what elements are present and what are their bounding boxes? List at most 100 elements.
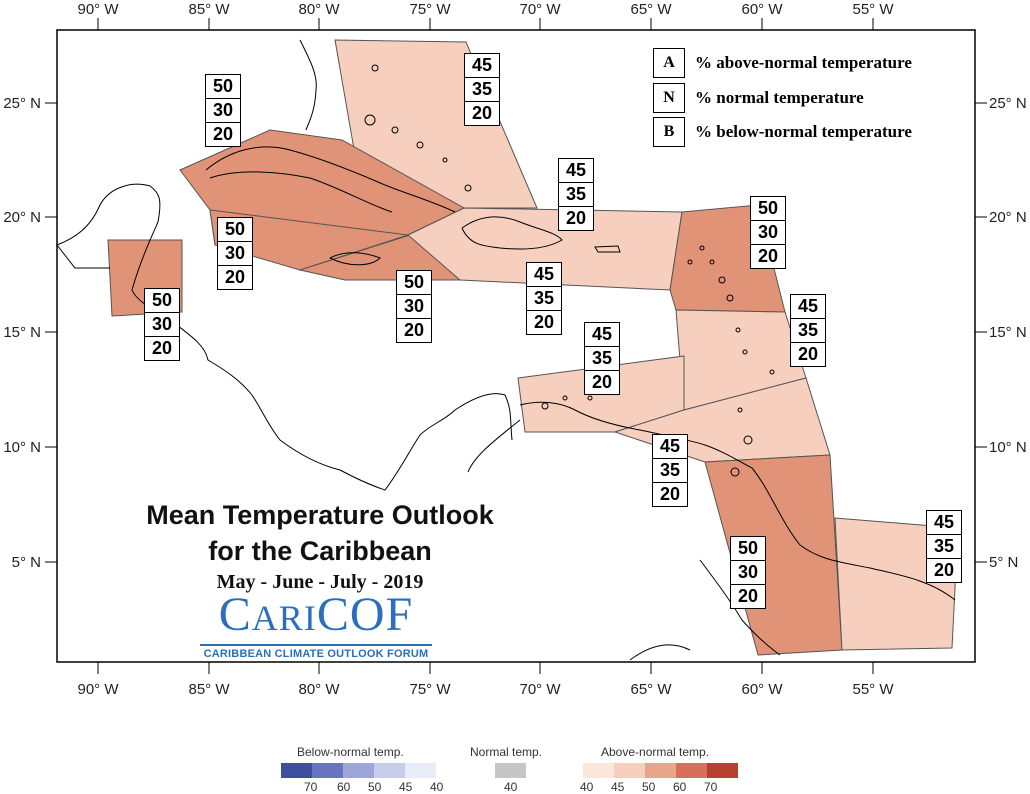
lat-label-left: 5° N	[12, 554, 41, 571]
tercile-box-bahamas: 45 35 20	[464, 53, 500, 126]
colorbar-swatch	[312, 763, 343, 778]
below-value: 20	[151, 338, 173, 358]
colorbar-tick: 70	[704, 780, 718, 794]
below-value: 20	[591, 372, 613, 392]
tercile-box-windward-islands: 45 35 20	[790, 294, 826, 367]
lat-label-left: 15° N	[3, 324, 41, 341]
normal-value: 30	[206, 99, 240, 123]
key-row-below: B % below-normal temperature	[653, 117, 912, 147]
lon-label-bottom: 60° W	[741, 681, 783, 698]
lon-label-bottom: 55° W	[852, 681, 894, 698]
above-value: 45	[527, 263, 561, 287]
colorbar-swatch	[495, 763, 526, 778]
lon-label-top: 65° W	[630, 1, 672, 18]
above-value: 50	[731, 537, 765, 561]
normal-value: 35	[465, 78, 499, 102]
below-value: 20	[757, 246, 779, 266]
lon-label-bottom: 85° W	[188, 681, 230, 698]
lat-label-right: 5° N	[989, 554, 1018, 571]
lon-label-top: 90° W	[77, 1, 119, 18]
below-value: 20	[933, 560, 955, 580]
below-value: 20	[471, 103, 493, 123]
lat-label-left: 10° N	[3, 439, 41, 456]
colorbar-normal-label: Normal temp.	[470, 745, 543, 759]
forecast-period: May - June - July - 2019	[216, 571, 424, 593]
above-value: 45	[927, 511, 961, 535]
below-value: 20	[224, 267, 246, 287]
tercile-box-abc-islands: 45 35 20	[584, 322, 620, 395]
colorbar-swatch	[374, 763, 405, 778]
tercile-box-western-caribbean: 50 30 20	[217, 217, 253, 290]
lon-label-top: 70° W	[519, 1, 561, 18]
lon-label-top: 55° W	[852, 1, 894, 18]
above-value: 50	[218, 218, 252, 242]
above-value: 50	[751, 197, 785, 221]
below-value: 20	[737, 586, 759, 606]
colorbar-tick: 45	[399, 780, 413, 794]
lon-label-top: 80° W	[298, 1, 340, 18]
lon-label-top: 75° W	[409, 1, 451, 18]
colorbar-swatch	[645, 763, 676, 778]
key-text: % below-normal temperature	[695, 122, 912, 141]
above-value: 50	[145, 289, 179, 313]
key-text: % normal temperature	[695, 88, 864, 107]
logo-subtitle: CARIBBEAN CLIMATE OUTLOOK FORUM	[203, 648, 429, 660]
lon-label-bottom: 65° W	[630, 681, 672, 698]
logo-rule	[200, 644, 432, 646]
lon-label-top: 85° W	[188, 1, 230, 18]
normal-value: 35	[791, 319, 825, 343]
key-text: % above-normal temperature	[695, 53, 912, 72]
colorbar-tick: 40	[580, 780, 594, 794]
tercile-box-trinidad: 45 35 20	[652, 434, 688, 507]
colorbar-tick: 70	[304, 780, 318, 794]
above-value: 45	[791, 295, 825, 319]
normal-value: 35	[559, 183, 593, 207]
colorbar-above-label: Above-normal temp.	[601, 745, 710, 759]
colorbar-swatch	[614, 763, 645, 778]
above-value: 50	[206, 75, 240, 99]
normal-value: 30	[145, 313, 179, 337]
colorbar-swatch	[707, 763, 738, 778]
tercile-box-puerto-rico: 45 35 20	[526, 262, 562, 335]
lon-label-top: 60° W	[741, 1, 783, 18]
key-row-normal: N % normal temperature	[653, 83, 864, 113]
tercile-box-french-guiana: 45 35 20	[926, 510, 962, 583]
tercile-box-leeward-islands: 50 30 20	[750, 196, 786, 269]
colorbar-tick: 60	[673, 780, 687, 794]
lon-label-bottom: 70° W	[519, 681, 561, 698]
lon-label-bottom: 80° W	[298, 681, 340, 698]
tercile-box-cuba: 50 30 20	[205, 74, 241, 147]
tercile-box-belize: 50 30 20	[144, 288, 180, 361]
normal-value: 30	[751, 221, 785, 245]
colorbar-tick: 50	[642, 780, 656, 794]
tercile-box-guyana: 50 30 20	[730, 536, 766, 609]
colorbar-below-label: Below-normal temp.	[297, 745, 404, 759]
map-title: Mean Temperature Outlook	[146, 500, 494, 530]
below-value: 20	[533, 312, 555, 332]
lat-label-left: 20° N	[3, 209, 41, 226]
above-value: 45	[465, 54, 499, 78]
lat-label-right: 20° N	[989, 209, 1027, 226]
key-row-above: A % above-normal temperature	[653, 48, 912, 78]
tercile-box-jamaica: 50 30 20	[396, 270, 432, 343]
lat-label-right: 15° N	[989, 324, 1027, 341]
colorbar-swatch	[405, 763, 436, 778]
lat-label-left: 25° N	[3, 95, 41, 112]
colorbar-tick: 40	[504, 780, 518, 794]
logo-wordmark: CARICOF	[218, 588, 414, 641]
normal-value: 35	[585, 347, 619, 371]
below-value: 20	[565, 208, 587, 228]
below-value: 20	[659, 484, 681, 504]
above-value: 45	[559, 159, 593, 183]
colorbar-tick: 45	[611, 780, 625, 794]
above-value: 45	[653, 435, 687, 459]
map-title-block: Mean Temperature Outlook for the Caribbe…	[100, 497, 540, 594]
colorbar-swatch	[676, 763, 707, 778]
colorbar-tick: 40	[430, 780, 444, 794]
normal-value: 35	[527, 287, 561, 311]
axis-ticks	[45, 18, 987, 674]
key-letter: B	[653, 117, 685, 147]
coastlines	[56, 39, 956, 661]
lat-label-right: 10° N	[989, 439, 1027, 456]
tercile-box-hispaniola: 45 35 20	[558, 158, 594, 231]
